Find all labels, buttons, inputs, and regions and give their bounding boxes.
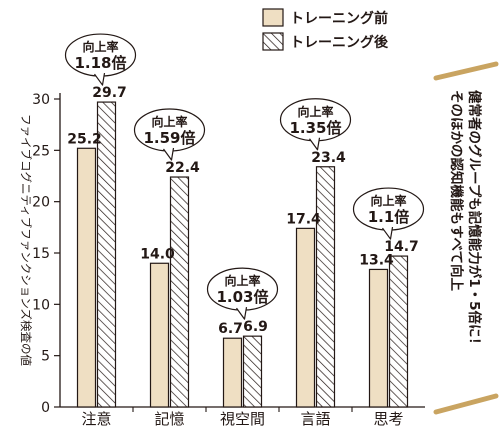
- side-note-bracket-bottom: [433, 393, 499, 415]
- bubble-title: 向上率: [151, 114, 187, 129]
- bubble-value: 1.35倍: [289, 119, 341, 137]
- bars: [76, 101, 409, 408]
- y-tick-label: 15: [32, 246, 50, 262]
- bar-after: [169, 176, 190, 408]
- data-label-after: 29.7: [92, 85, 127, 101]
- y-tick-label: 30: [32, 92, 50, 108]
- bubble-tail: [309, 137, 321, 151]
- data-labels: 25.2 29.7 14.0 22.4 6.7 6.9 17.4 23.4 13.414.7: [67, 85, 419, 337]
- bar-before: [295, 227, 316, 408]
- y-tick-label: 5: [41, 349, 50, 365]
- category-label: 言語: [300, 410, 330, 427]
- data-label-after: 6.9: [243, 319, 268, 335]
- side-note-bracket-top: [433, 61, 499, 81]
- data-label-after: 14.7: [384, 239, 419, 255]
- data-label-after: 22.4: [165, 160, 200, 176]
- bubble-value: 1.03倍: [216, 288, 268, 306]
- data-label-before: 17.4: [286, 211, 321, 227]
- axes: 0 5 10 15 20 25 30 注意 記憶 視空間 言語 思考: [32, 92, 425, 427]
- bubble-tail: [94, 72, 106, 86]
- bar-after: [315, 166, 336, 408]
- bar-after: [388, 255, 409, 408]
- bubble-title: 向上率: [224, 273, 260, 288]
- data-label-before: 13.4: [359, 252, 394, 268]
- legend: トレーニング前 トレーニング後: [262, 8, 389, 51]
- bubble-tail: [382, 226, 394, 240]
- category-label: 記憶: [154, 410, 184, 427]
- y-tick-label: 25: [32, 143, 50, 159]
- bubble-title: 向上率: [82, 39, 118, 54]
- bar-before: [76, 147, 97, 408]
- bubble-title: 向上率: [297, 104, 333, 119]
- data-label-before: 14.0: [140, 246, 175, 262]
- y-tick-label: 20: [32, 195, 50, 211]
- data-label-before: 6.7: [218, 321, 243, 337]
- category-label: 注意: [81, 410, 111, 427]
- data-label-before: 25.2: [67, 131, 102, 147]
- bubble-value: 1.59倍: [143, 129, 195, 147]
- side-note-line-2: そのほかの認知機能もすべて向上: [448, 90, 465, 292]
- legend-swatch-before: [262, 8, 284, 27]
- bubble-value: 1.18倍: [74, 54, 126, 72]
- data-label-after: 23.4: [311, 150, 346, 166]
- bar-after: [96, 101, 117, 408]
- y-tick-label: 0: [41, 400, 50, 416]
- legend-label-before: トレーニング前: [290, 10, 388, 27]
- category-label: 視空間: [220, 410, 265, 427]
- side-note: 健常者のグループも記憶能力が1・5倍に！ そのほかの認知機能もすべて向上: [433, 61, 499, 415]
- side-note-line-1: 健常者のグループも記憶能力が1・5倍に！: [466, 90, 483, 351]
- bubble-value: 1.1倍: [368, 208, 410, 226]
- bubble-tail: [236, 307, 248, 320]
- y-axis-label: ファイブコグニティブファンクションズ検査の値: [19, 114, 33, 367]
- bar-after: [242, 335, 263, 408]
- legend-swatch-after: [262, 32, 284, 51]
- bar-before: [222, 337, 243, 408]
- legend-label-after: トレーニング後: [290, 34, 389, 51]
- bubble-tail: [163, 147, 175, 161]
- bubble-title: 向上率: [370, 193, 406, 208]
- y-tick-label: 10: [32, 297, 50, 313]
- category-label: 思考: [373, 410, 403, 427]
- bar-before: [149, 262, 170, 408]
- bar-before: [368, 268, 389, 408]
